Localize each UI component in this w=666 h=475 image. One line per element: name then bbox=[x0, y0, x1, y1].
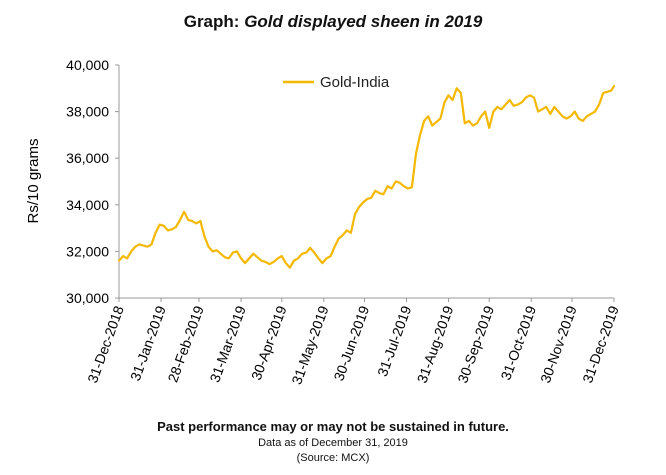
chart-legend: Gold-India bbox=[283, 74, 390, 91]
x-tick-label: 28-Feb-2019 bbox=[164, 303, 207, 384]
y-tick-label: 32,000 bbox=[66, 243, 109, 259]
x-tick-label: 30-Apr-2019 bbox=[248, 303, 290, 382]
y-axis-label: Rs/10 grams bbox=[25, 138, 42, 223]
x-tick-label: 31-Dec-2018 bbox=[84, 303, 127, 385]
y-tick-label: 34,000 bbox=[66, 197, 109, 213]
x-tick-label: 30-Jun-2019 bbox=[330, 303, 372, 383]
y-tick-label: 30,000 bbox=[66, 290, 109, 306]
source-text: (Source: MCX) bbox=[296, 452, 370, 464]
chart-title-prefix: Graph: bbox=[183, 12, 240, 31]
x-tick-label: 31-May-2019 bbox=[288, 303, 331, 386]
x-tick-label: 31-Mar-2019 bbox=[206, 303, 249, 384]
legend-label: Gold-India bbox=[320, 74, 390, 91]
chart-title: Graph: Gold displayed sheen in 2019 bbox=[0, 12, 666, 32]
series-line-gold-india bbox=[117, 84, 616, 269]
y-tick-label: 36,000 bbox=[66, 150, 109, 166]
x-tick-label: 31-Dec-2019 bbox=[579, 303, 622, 385]
disclaimer-text: Past performance may or may not be susta… bbox=[157, 419, 509, 434]
x-tick-label: 30-Sep-2019 bbox=[454, 303, 497, 385]
y-axis-ticks: 30,000 32,000 34,000 36,000 38,000 40,000 bbox=[66, 57, 119, 306]
y-tick-label: 38,000 bbox=[66, 104, 109, 120]
x-tick-label: 30-Nov-2019 bbox=[537, 303, 580, 385]
chart-axes bbox=[118, 65, 614, 299]
x-tick-label: 31-Jan-2019 bbox=[127, 303, 169, 383]
y-tick-label: 40,000 bbox=[66, 57, 109, 73]
chart-title-emphasis: Gold displayed sheen in 2019 bbox=[244, 12, 483, 31]
as-of-text: Data as of December 31, 2019 bbox=[258, 437, 408, 449]
x-tick-label: 31-Oct-2019 bbox=[497, 303, 539, 382]
x-tick-label: 31-Aug-2019 bbox=[414, 303, 457, 385]
x-tick-label: 31-Jul-2019 bbox=[374, 303, 414, 378]
series-layer bbox=[117, 84, 616, 269]
